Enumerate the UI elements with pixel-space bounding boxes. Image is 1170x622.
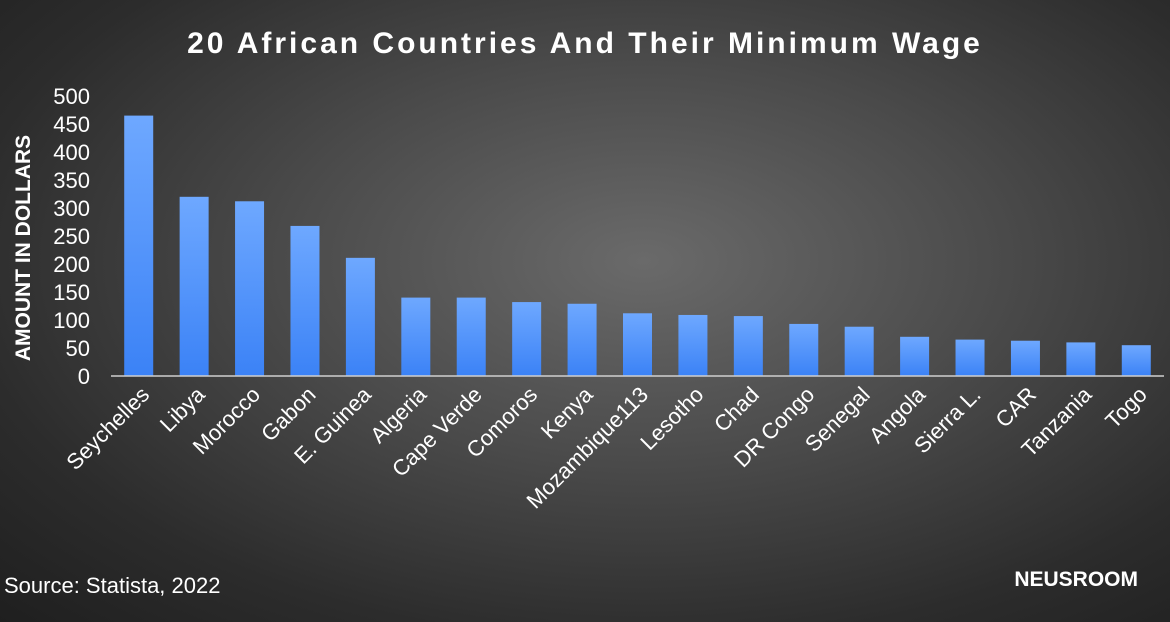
- bar: [512, 302, 542, 376]
- y-tick-label: 400: [53, 140, 90, 165]
- x-tick-label: Lesotho: [635, 382, 708, 455]
- y-tick-label: 0: [78, 364, 90, 389]
- x-tick-label: Togo: [1100, 382, 1151, 433]
- y-tick-label: 50: [66, 336, 90, 361]
- bar: [345, 257, 375, 376]
- bar: [235, 201, 265, 376]
- chart-title: 20 African Countries And Their Minimum W…: [187, 27, 983, 60]
- bar: [290, 225, 320, 376]
- y-tick-label: 100: [53, 308, 90, 333]
- y-tick-label: 200: [53, 252, 90, 277]
- bar: [623, 313, 652, 376]
- x-tick-label: Seychelles: [61, 382, 154, 475]
- source-note: Source: Statista, 2022: [4, 573, 220, 598]
- bar: [678, 314, 708, 376]
- bar: [456, 297, 486, 376]
- x-tick-label: CAR: [990, 382, 1041, 433]
- y-tick-label: 450: [53, 112, 90, 137]
- bars-group: [124, 115, 1151, 376]
- y-tick-label: 300: [53, 196, 90, 221]
- y-tick-label: 350: [53, 168, 90, 193]
- bar: [124, 115, 154, 376]
- bar: [955, 339, 985, 376]
- y-tick-label: 150: [53, 280, 90, 305]
- brand-logo-text: NEUSROOM: [1014, 568, 1138, 591]
- bar: [900, 336, 930, 376]
- bar: [1066, 342, 1096, 376]
- y-tick-label: 250: [53, 224, 90, 249]
- y-axis-ticks: 0 50 100 150 200 250 300 350 400 450 500: [53, 84, 90, 389]
- bar: [844, 326, 874, 376]
- bar: [1010, 340, 1040, 376]
- bar: [401, 297, 431, 376]
- bar: [789, 323, 819, 376]
- bar: [733, 316, 763, 376]
- bar: [1121, 345, 1151, 376]
- bar: [179, 196, 209, 376]
- bar: [567, 303, 597, 376]
- y-axis-label: AMOUNT IN DOLLARS: [12, 135, 35, 361]
- y-tick-label: 500: [53, 84, 90, 109]
